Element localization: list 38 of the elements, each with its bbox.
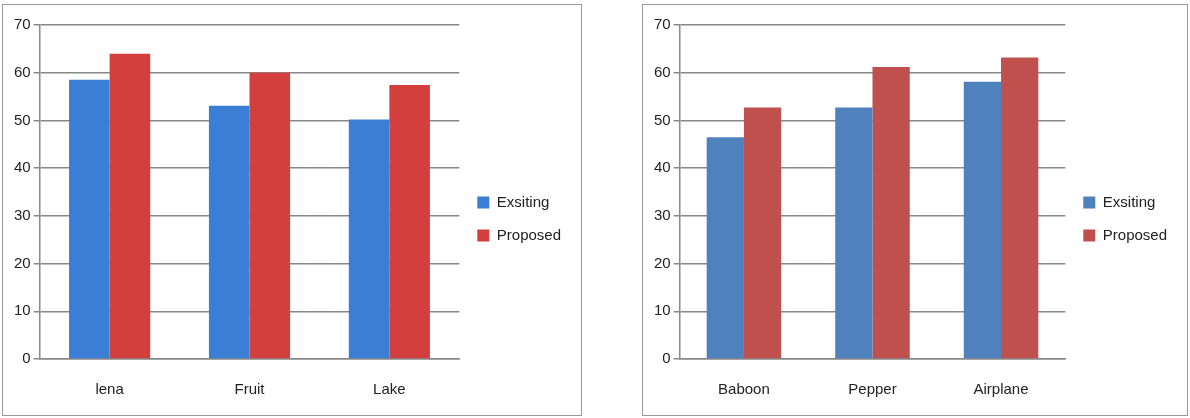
x-tick-label: Fruit <box>234 380 266 398</box>
y-tick-label: 40 <box>654 158 671 176</box>
y-tick-label: 60 <box>14 62 31 80</box>
y-tick-label: 60 <box>654 62 671 80</box>
y-tick-label: 50 <box>14 110 31 128</box>
bar <box>706 137 744 359</box>
x-tick-label: Baboon <box>718 380 770 398</box>
bar <box>835 107 873 359</box>
bar <box>109 53 151 359</box>
y-tick-label: 50 <box>654 110 671 128</box>
bar <box>249 72 291 359</box>
y-tick-label: 40 <box>14 158 31 176</box>
bar <box>348 119 390 359</box>
y-tick-label: 30 <box>14 206 31 223</box>
bar <box>743 107 782 359</box>
x-tick-label: lena <box>95 380 125 398</box>
y-tick-label: 0 <box>662 349 671 367</box>
bar <box>1001 57 1039 359</box>
y-tick-label: 0 <box>22 349 31 367</box>
y-tick-label: 30 <box>654 206 671 223</box>
y-tick-label: 70 <box>654 15 671 33</box>
bar <box>208 105 250 359</box>
y-tick-label: 20 <box>14 253 31 271</box>
y-tick-label: 10 <box>654 301 671 319</box>
bar <box>872 66 910 359</box>
y-tick-label: 70 <box>14 15 31 33</box>
x-tick-label: Lake <box>373 380 406 398</box>
x-tick-label: Pepper <box>848 380 897 398</box>
bar <box>963 81 1002 359</box>
legend-label: Exsiting <box>496 192 550 210</box>
x-tick-label: Airplane <box>973 380 1029 398</box>
bar <box>389 85 430 359</box>
legend-label: Exsiting <box>1102 192 1156 210</box>
legend-label: Proposed <box>496 225 562 243</box>
legend-label: Proposed <box>1102 225 1168 243</box>
bar <box>69 79 110 359</box>
y-tick-label: 20 <box>654 253 671 271</box>
y-tick-label: 10 <box>14 301 31 319</box>
